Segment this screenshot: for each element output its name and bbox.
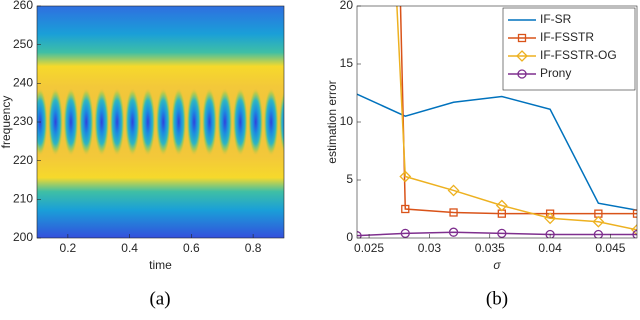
series-line (357, 94, 637, 210)
legend-label: Prony (540, 66, 571, 80)
y-tick-label: 200 (13, 230, 33, 244)
y-axis-label: estimation error (325, 80, 339, 163)
caption: (a) (149, 288, 170, 309)
y-tick-label: 5 (346, 172, 353, 186)
heatmap-image (37, 6, 284, 238)
x-tick-label: 0.025 (354, 241, 384, 255)
y-tick-label: 0 (346, 230, 353, 244)
legend-label: IF-FSSTR-OG (540, 48, 617, 62)
y-tick-label: 210 (13, 192, 33, 206)
y-tick-label: 220 (13, 153, 33, 167)
x-tick-label: 0.4 (121, 241, 138, 255)
y-tick-label: 240 (13, 76, 33, 90)
legend-label: IF-SR (540, 12, 572, 26)
legend-label: IF-FSSTR (540, 30, 594, 44)
x-axis-label: σ (493, 258, 501, 272)
x-tick-label: 0.6 (183, 241, 200, 255)
y-tick-label: 260 (13, 0, 33, 12)
y-tick-label: 230 (13, 114, 33, 128)
x-tick-label: 0.045 (595, 241, 625, 255)
y-tick-label: 250 (13, 37, 33, 51)
x-tick-label: 0.035 (475, 241, 505, 255)
y-axis-label: frequency (0, 96, 13, 149)
x-tick-label: 0.2 (60, 241, 77, 255)
x-tick-label: 0.04 (538, 241, 562, 255)
y-tick-label: 10 (340, 114, 354, 128)
y-tick-label: 20 (340, 0, 354, 12)
x-tick-label: 0.8 (245, 241, 262, 255)
x-tick-label: 0.03 (418, 241, 442, 255)
y-tick-label: 15 (340, 56, 354, 70)
caption: (b) (486, 288, 508, 309)
x-axis-label: time (149, 258, 172, 272)
